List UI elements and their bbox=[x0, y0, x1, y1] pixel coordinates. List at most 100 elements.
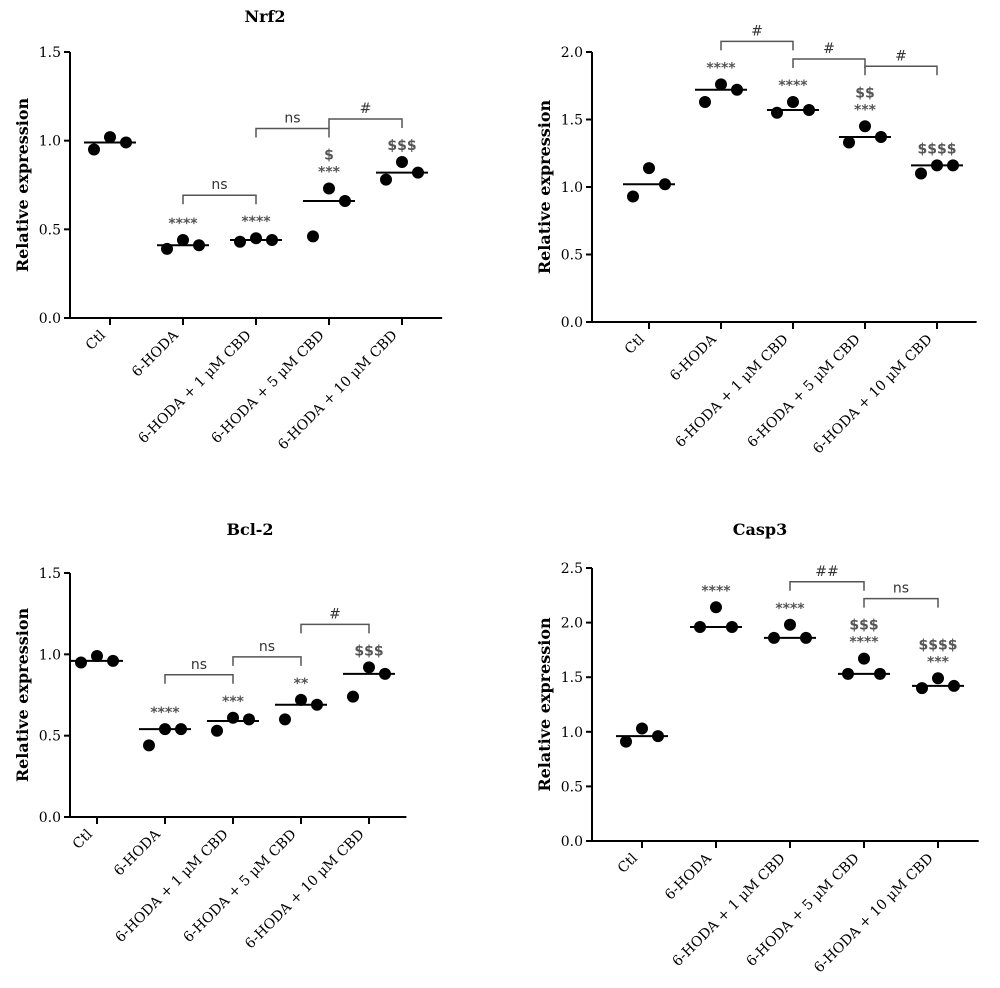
y-axis-label: Relative expression bbox=[13, 97, 32, 272]
bracket-label: # bbox=[360, 101, 372, 117]
significance-label: ** bbox=[294, 676, 309, 692]
significance-label: *** bbox=[927, 654, 950, 670]
comparison-bracket bbox=[863, 597, 939, 608]
comparison-bracket bbox=[720, 40, 794, 51]
bracket-label: ## bbox=[815, 564, 838, 580]
significance-label: $$$$ bbox=[918, 141, 957, 157]
significance-label: **** bbox=[168, 216, 198, 232]
data-point bbox=[771, 106, 783, 119]
data-point bbox=[715, 78, 727, 91]
x-tick-label: 6-HODA + 10 μM CBD bbox=[275, 328, 401, 454]
bracket-label: ns bbox=[893, 581, 909, 597]
significance-label: $ bbox=[324, 148, 334, 164]
y-tick-label: 0.5 bbox=[39, 222, 61, 238]
data-point bbox=[307, 230, 319, 243]
data-point bbox=[143, 739, 155, 752]
significance-label: **** bbox=[778, 78, 808, 94]
data-point bbox=[250, 232, 262, 245]
y-tick-label: 1.5 bbox=[561, 113, 583, 129]
data-point bbox=[787, 95, 799, 108]
bracket-label: # bbox=[895, 48, 907, 64]
bracket-label: # bbox=[329, 606, 341, 622]
chart-panel-4: Casp3 0.0 0.5 1.0 1.5 2.0 2.5 Relative expressi… bbox=[535, 520, 979, 976]
data-point bbox=[699, 95, 711, 108]
y-tick-label: 2.5 bbox=[561, 561, 583, 577]
x-tick-label: 6-HODA bbox=[129, 327, 182, 380]
comparison-bracket bbox=[255, 127, 330, 138]
x-tick-label: Ctl bbox=[622, 331, 648, 357]
bracket-label: ns bbox=[284, 111, 300, 127]
chart-title: Nrf2 bbox=[244, 7, 285, 26]
data-point bbox=[915, 167, 927, 180]
y-tick-label: 0.0 bbox=[561, 834, 583, 850]
x-tick-label: Ctl bbox=[83, 327, 109, 353]
x-tick-label: 6-HODA bbox=[667, 331, 720, 384]
data-point bbox=[295, 693, 307, 706]
data-point bbox=[363, 661, 375, 674]
x-tick-label: 6-HODA + 1 μM CBD bbox=[112, 827, 231, 946]
chart-panel-2: 0.0 0.5 1.0 1.5 2.0 Relative expression Ctl 6-H… bbox=[535, 23, 977, 457]
data-point bbox=[75, 656, 87, 669]
comparison-bracket bbox=[300, 623, 370, 634]
comparison-bracket bbox=[182, 194, 257, 205]
y-tick-label: 0.0 bbox=[39, 810, 61, 826]
y-tick-label: 0.5 bbox=[561, 248, 583, 264]
bracket-label: # bbox=[823, 41, 835, 57]
y-tick-label: 2.0 bbox=[561, 45, 583, 61]
data-point bbox=[932, 672, 944, 685]
y-tick-label: 1.5 bbox=[39, 45, 61, 61]
y-tick-label: 0.5 bbox=[39, 729, 61, 745]
data-point bbox=[843, 136, 855, 149]
y-tick-label: 1.5 bbox=[39, 566, 61, 582]
x-tick-label: 6-HODA + 10 μM CBD bbox=[810, 332, 936, 458]
y-axis-label: Relative expression bbox=[535, 99, 554, 274]
y-tick-label: 1.0 bbox=[561, 725, 583, 741]
chart-panel-1: Nrf2 0.0 0.5 1.0 1.5 Relative expression Ctl 6-… bbox=[13, 7, 443, 454]
data-point bbox=[347, 690, 359, 703]
data-point bbox=[323, 182, 335, 195]
data-point bbox=[211, 724, 223, 737]
y-tick-label: 1.5 bbox=[561, 670, 583, 686]
significance-label: *** bbox=[318, 165, 341, 181]
data-point bbox=[627, 190, 639, 203]
data-point bbox=[916, 682, 928, 695]
comparison-bracket bbox=[232, 656, 302, 666]
comparison-bracket bbox=[328, 118, 403, 128]
comparison-bracket bbox=[789, 581, 865, 591]
y-tick-label: 1.0 bbox=[39, 647, 61, 663]
data-point bbox=[636, 722, 648, 735]
significance-label: **** bbox=[849, 635, 879, 651]
significance-label: $$ bbox=[855, 85, 874, 101]
x-tick-label: 6-HODA bbox=[111, 826, 164, 879]
data-point bbox=[104, 131, 116, 144]
significance-label: *** bbox=[854, 102, 877, 118]
significance-label: **** bbox=[241, 214, 271, 230]
y-axis-label: Relative expression bbox=[13, 607, 32, 782]
data-point bbox=[396, 155, 408, 168]
significance-label: $$$ bbox=[387, 138, 416, 154]
significance-label: $$$ bbox=[354, 643, 383, 659]
comparison-bracket bbox=[864, 65, 938, 76]
y-tick-label: 2.0 bbox=[561, 616, 583, 632]
data-point bbox=[234, 235, 246, 248]
data-point bbox=[380, 173, 392, 186]
data-point bbox=[858, 652, 870, 665]
y-axis-label: Relative expression bbox=[535, 617, 554, 792]
significance-label: **** bbox=[701, 583, 731, 599]
data-point bbox=[88, 143, 100, 156]
data-point bbox=[279, 713, 291, 726]
x-tick-label: 6-HODA + 10 μM CBD bbox=[811, 851, 937, 977]
data-point bbox=[177, 233, 189, 246]
data-point bbox=[91, 649, 103, 662]
significance-label: $$$$ bbox=[919, 637, 958, 653]
data-point bbox=[643, 162, 655, 175]
bracket-label: ns bbox=[259, 639, 275, 655]
chart-title: Casp3 bbox=[733, 520, 787, 539]
data-point bbox=[243, 713, 255, 726]
x-tick-label: 6-HODA + 10 μM CBD bbox=[242, 827, 368, 953]
y-tick-label: 0.0 bbox=[561, 315, 583, 331]
y-tick-label: 0.5 bbox=[561, 779, 583, 795]
x-tick-label: 6-HODA + 5 μM CBD bbox=[180, 827, 299, 946]
comparison-bracket bbox=[164, 674, 234, 684]
x-tick-label: 6-HODA bbox=[662, 850, 715, 903]
